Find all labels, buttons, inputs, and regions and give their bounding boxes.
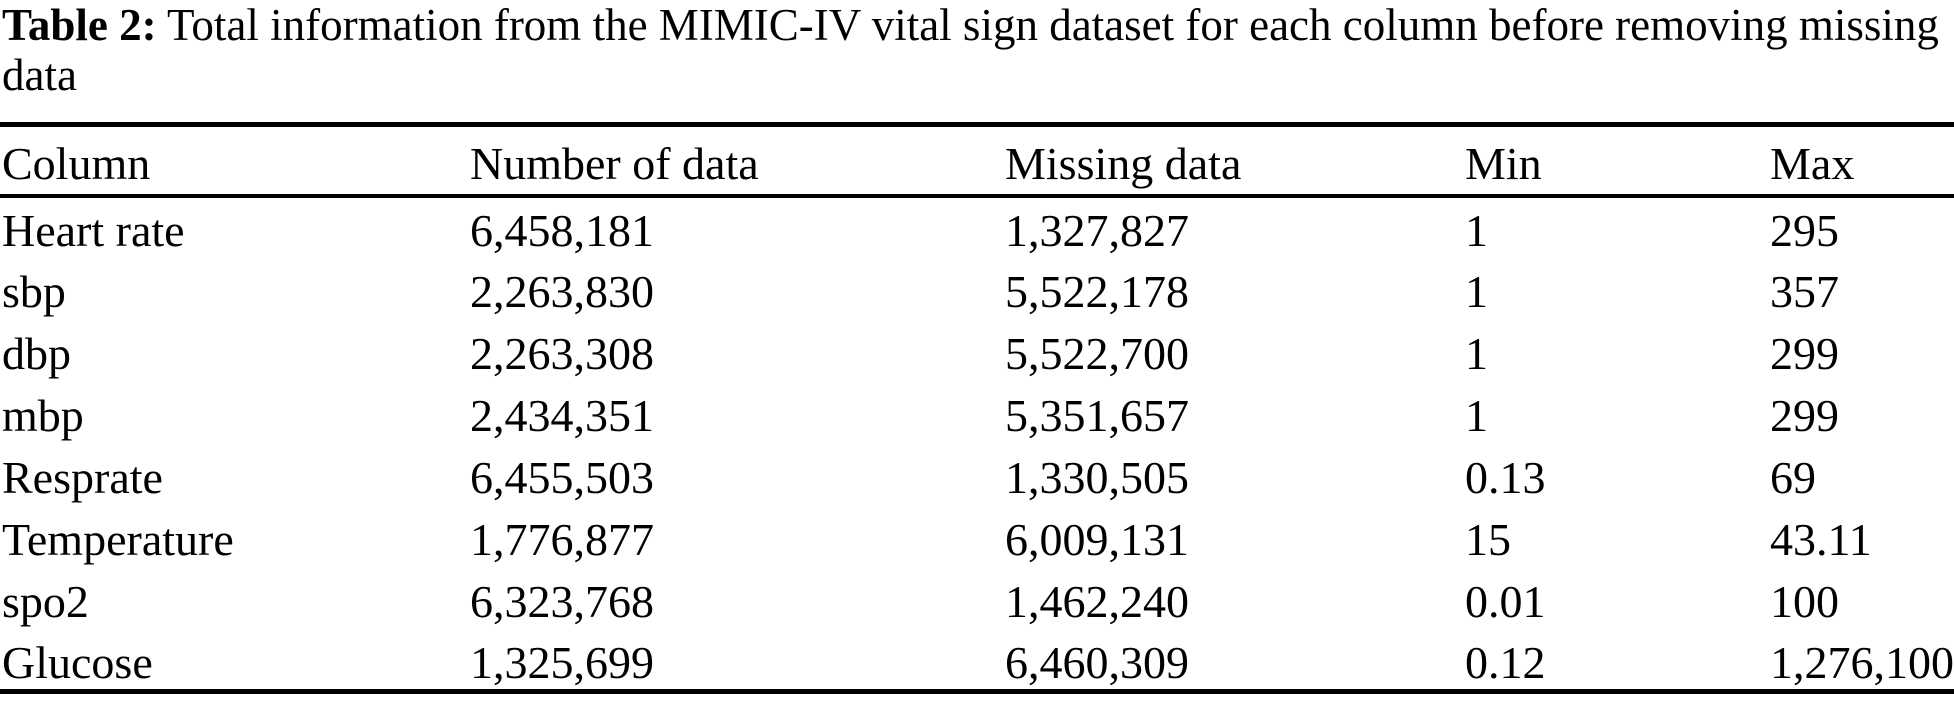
cell-min: 1 bbox=[1465, 205, 1488, 256]
cell-column: sbp bbox=[2, 266, 66, 317]
column-header-column: Column bbox=[0, 124, 470, 198]
cell-max: 357 bbox=[1770, 266, 1839, 317]
table-row: Heart rate 6,458,181 1,327,827 1 295 bbox=[0, 196, 1954, 258]
cell-number-of-data: 2,263,830 bbox=[470, 266, 654, 317]
cell-max: 299 bbox=[1770, 390, 1839, 441]
cell-min: 0.13 bbox=[1465, 452, 1546, 503]
cell-max: 295 bbox=[1770, 205, 1839, 256]
cell-max: 69 bbox=[1770, 452, 1816, 503]
cell-max: 100 bbox=[1770, 576, 1839, 627]
cell-column: mbp bbox=[2, 390, 84, 441]
cell-min: 0.12 bbox=[1465, 636, 1546, 688]
cell-missing-data: 5,522,178 bbox=[1005, 266, 1189, 317]
header-row: Column Number of data Missing data Min M… bbox=[0, 124, 1954, 198]
cell-missing-data: 1,327,827 bbox=[1005, 205, 1189, 256]
table-row: mbp 2,434,351 5,351,657 1 299 bbox=[0, 382, 1954, 444]
cell-missing-data: 5,351,657 bbox=[1005, 390, 1189, 441]
cell-missing-data: 6,460,309 bbox=[1005, 636, 1189, 688]
table-caption: Table 2: Total information from the MIMI… bbox=[2, 0, 1952, 104]
cell-number-of-data: 2,263,308 bbox=[470, 328, 654, 379]
cell-max: 299 bbox=[1770, 328, 1839, 379]
caption-text: Total information from the MIMIC-IV vita… bbox=[2, 0, 1939, 100]
cell-max: 1,276,100 bbox=[1770, 636, 1954, 688]
cell-min: 1 bbox=[1465, 328, 1488, 379]
cell-missing-data: 1,462,240 bbox=[1005, 576, 1189, 627]
data-table: Column Number of data Missing data Min M… bbox=[0, 122, 1954, 694]
cell-number-of-data: 1,776,877 bbox=[470, 514, 654, 565]
table-row: Resprate 6,455,503 1,330,505 0.13 69 bbox=[0, 444, 1954, 506]
table-row: Glucose 1,325,699 6,460,309 0.12 1,276,1… bbox=[0, 630, 1954, 692]
caption-label: Table 2: bbox=[2, 0, 157, 50]
cell-missing-data: 1,330,505 bbox=[1005, 452, 1189, 503]
cell-min: 1 bbox=[1465, 266, 1488, 317]
cell-column: Temperature bbox=[2, 514, 234, 565]
cell-missing-data: 5,522,700 bbox=[1005, 328, 1189, 379]
column-header-missing-data: Missing data bbox=[1005, 124, 1465, 198]
cell-column: spo2 bbox=[2, 576, 89, 627]
cell-column: dbp bbox=[2, 328, 71, 379]
column-header-number-of-data: Number of data bbox=[470, 124, 1005, 198]
cell-column: Resprate bbox=[2, 452, 163, 503]
cell-number-of-data: 6,455,503 bbox=[470, 452, 654, 503]
table-row: sbp 2,263,830 5,522,178 1 357 bbox=[0, 258, 1954, 320]
cell-missing-data: 6,009,131 bbox=[1005, 514, 1189, 565]
cell-min: 1 bbox=[1465, 390, 1488, 441]
cell-number-of-data: 2,434,351 bbox=[470, 390, 654, 441]
cell-column: Heart rate bbox=[2, 205, 185, 256]
cell-min: 0.01 bbox=[1465, 576, 1546, 627]
cell-max: 43.11 bbox=[1770, 514, 1872, 565]
table-row: Temperature 1,776,877 6,009,131 15 43.11 bbox=[0, 506, 1954, 568]
cell-number-of-data: 6,458,181 bbox=[470, 205, 654, 256]
column-header-min: Min bbox=[1465, 124, 1770, 198]
cell-number-of-data: 1,325,699 bbox=[470, 636, 654, 688]
cell-min: 15 bbox=[1465, 514, 1511, 565]
cell-number-of-data: 6,323,768 bbox=[470, 576, 654, 627]
table-row: dbp 2,263,308 5,522,700 1 299 bbox=[0, 320, 1954, 382]
column-header-max: Max bbox=[1770, 124, 1954, 198]
table-row: spo2 6,323,768 1,462,240 0.01 100 bbox=[0, 568, 1954, 630]
cell-column: Glucose bbox=[2, 636, 153, 688]
